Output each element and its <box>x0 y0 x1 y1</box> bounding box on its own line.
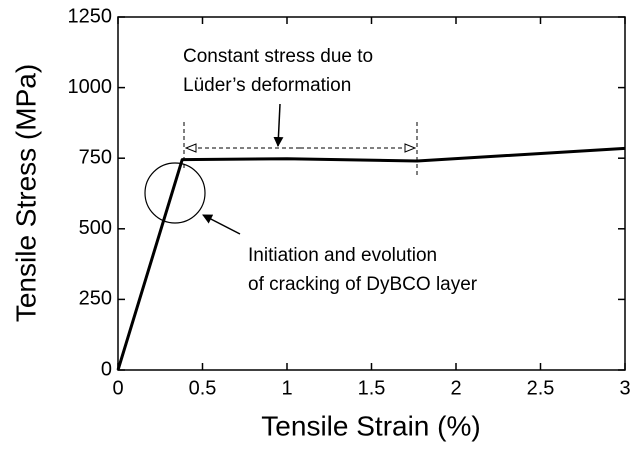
y-tick-label: 250 <box>79 288 112 310</box>
y-tick-label: 1250 <box>68 5 113 27</box>
x-tick-label: 2 <box>450 377 461 399</box>
x-tick-label: 1 <box>281 377 292 399</box>
y-axis-title: Tensile Stress (MPa) <box>10 64 41 322</box>
x-tick-label: 1.5 <box>358 377 386 399</box>
circle-highlight <box>144 162 206 224</box>
plot-frame <box>117 16 626 371</box>
x-tick-label: 0 <box>112 377 123 399</box>
data-line <box>116 146 626 371</box>
x-axis-title: Tensile Strain (%) <box>261 410 480 441</box>
arrow <box>273 103 284 147</box>
y-tick-label: 1000 <box>68 76 113 98</box>
annotation: Lüder’s deformation <box>183 75 351 96</box>
x-tick-label: 2.5 <box>527 377 555 399</box>
x-tick-label: 0.5 <box>189 377 217 399</box>
annotation: Initiation and evolution <box>248 245 437 266</box>
annotation: Constant stress due to <box>183 46 373 67</box>
y-tick-label: 750 <box>79 146 112 168</box>
y-tick-label: 0 <box>101 358 112 380</box>
x-tick-label: 3 <box>619 377 630 399</box>
y-tick-label: 500 <box>79 217 112 239</box>
annotation: of cracking of DyBCO layer <box>248 274 478 295</box>
arrow <box>202 214 241 235</box>
